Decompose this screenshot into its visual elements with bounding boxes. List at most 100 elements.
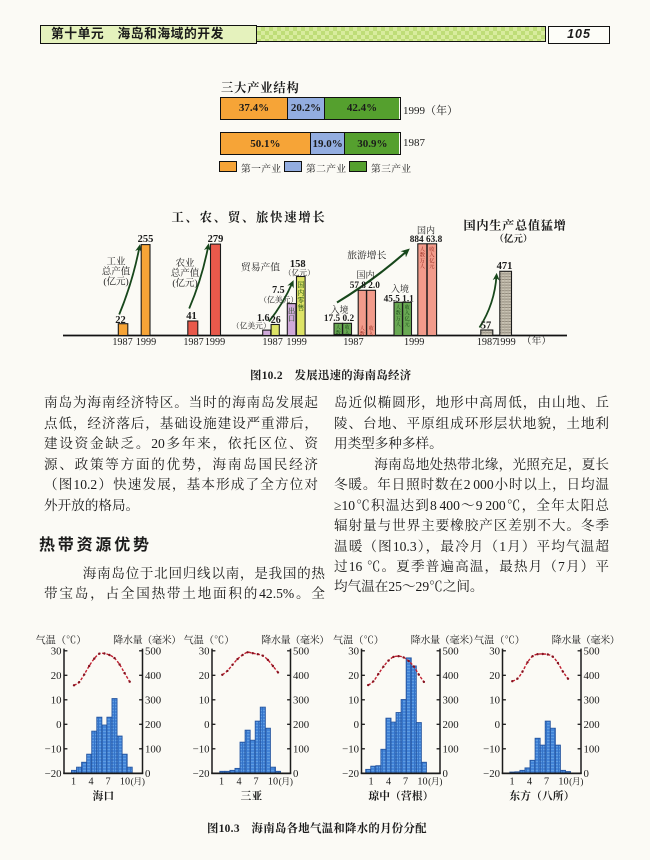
svg-text:1: 1 bbox=[71, 777, 76, 788]
svg-text:300: 300 bbox=[145, 695, 161, 707]
svg-text:158: 158 bbox=[290, 259, 306, 270]
svg-text:200: 200 bbox=[145, 719, 161, 731]
svg-text:4: 4 bbox=[236, 777, 241, 788]
svg-text:入: 入 bbox=[405, 310, 410, 317]
svg-text:1: 1 bbox=[219, 777, 224, 788]
svg-text:人: 人 bbox=[360, 325, 365, 332]
svg-text:总产值: 总产值 bbox=[102, 266, 131, 278]
svg-text:入: 入 bbox=[429, 251, 435, 259]
svg-text:400: 400 bbox=[584, 670, 600, 682]
svg-text:10: 10 bbox=[51, 695, 62, 707]
svg-text:琼中（营根）: 琼中（营根） bbox=[368, 789, 433, 802]
svg-text:30: 30 bbox=[51, 646, 62, 658]
svg-text:4: 4 bbox=[527, 777, 532, 788]
svg-text:10: 10 bbox=[120, 777, 130, 788]
svg-text:数: 数 bbox=[420, 251, 426, 259]
svg-text:海口: 海口 bbox=[93, 789, 115, 802]
svg-text:4: 4 bbox=[386, 777, 391, 788]
svg-text:300: 300 bbox=[584, 695, 600, 707]
svg-text:10: 10 bbox=[489, 695, 500, 707]
svg-text:7: 7 bbox=[403, 777, 408, 788]
svg-text:57: 57 bbox=[481, 320, 492, 331]
svg-text:人: 人 bbox=[396, 304, 401, 311]
svg-text:出: 出 bbox=[288, 306, 295, 315]
svg-text:10: 10 bbox=[348, 695, 359, 707]
svg-text:−10: −10 bbox=[342, 744, 359, 756]
svg-text:降水量（毫米）: 降水量（毫米） bbox=[113, 633, 181, 646]
svg-text:入: 入 bbox=[345, 330, 350, 337]
svg-text:100: 100 bbox=[584, 744, 600, 756]
svg-text:东方（八所）: 东方（八所） bbox=[509, 789, 574, 802]
svg-text:0: 0 bbox=[293, 768, 298, 780]
svg-text:万: 万 bbox=[420, 257, 425, 264]
svg-text:农业: 农业 bbox=[175, 257, 195, 269]
svg-text:471: 471 bbox=[497, 261, 513, 272]
svg-text:1987: 1987 bbox=[477, 337, 497, 348]
svg-text:500: 500 bbox=[443, 646, 459, 658]
svg-text:1999: 1999 bbox=[286, 337, 306, 348]
svg-text:−20: −20 bbox=[193, 768, 210, 780]
svg-text:人: 人 bbox=[420, 245, 425, 253]
svg-text:0: 0 bbox=[145, 768, 150, 780]
svg-text:国内: 国内 bbox=[417, 225, 435, 236]
svg-text:收: 收 bbox=[369, 325, 374, 332]
svg-text:0: 0 bbox=[443, 768, 448, 780]
svg-text:400: 400 bbox=[293, 670, 309, 682]
svg-text:17.5 0.2: 17.5 0.2 bbox=[324, 314, 355, 324]
svg-text:内: 内 bbox=[297, 288, 304, 297]
svg-text:200: 200 bbox=[293, 719, 309, 731]
svg-text:7: 7 bbox=[253, 777, 258, 788]
svg-text:7: 7 bbox=[544, 777, 549, 788]
svg-text:入: 入 bbox=[369, 331, 374, 338]
svg-text:300: 300 bbox=[293, 695, 309, 707]
svg-text:亿: 亿 bbox=[405, 315, 410, 322]
svg-text:500: 500 bbox=[145, 646, 161, 658]
svg-text:降水量（毫米）: 降水量（毫米） bbox=[261, 633, 329, 646]
svg-text:亿: 亿 bbox=[429, 256, 435, 264]
svg-text:(月): (月) bbox=[428, 777, 442, 787]
svg-text:10: 10 bbox=[417, 777, 427, 788]
svg-text:300: 300 bbox=[443, 695, 459, 707]
svg-text:入境: 入境 bbox=[330, 304, 348, 315]
svg-text:1999: 1999 bbox=[404, 337, 424, 348]
svg-text:1987: 1987 bbox=[343, 337, 363, 348]
svg-text:−10: −10 bbox=[45, 744, 62, 756]
svg-text:工、农、贸、旅快速增长: 工、农、贸、旅快速增长 bbox=[171, 210, 326, 225]
svg-text:30: 30 bbox=[489, 646, 500, 658]
svg-text:−10: −10 bbox=[193, 744, 210, 756]
svg-text:贸易产值: 贸易产值 bbox=[241, 261, 280, 274]
svg-text:1: 1 bbox=[369, 777, 374, 788]
svg-text:收: 收 bbox=[345, 324, 350, 331]
svg-text:（亿元）: （亿元） bbox=[494, 233, 532, 245]
svg-text:（亿元）: （亿元） bbox=[284, 267, 315, 277]
svg-text:100: 100 bbox=[145, 744, 161, 756]
svg-text:30: 30 bbox=[348, 646, 359, 658]
svg-text:零: 零 bbox=[297, 295, 304, 304]
svg-text:口: 口 bbox=[288, 315, 295, 323]
svg-text:1987: 1987 bbox=[262, 337, 282, 348]
svg-text:(月): (月) bbox=[279, 777, 293, 787]
svg-text:30: 30 bbox=[199, 646, 210, 658]
svg-text:45.5 1.1: 45.5 1.1 bbox=[384, 294, 415, 304]
svg-text:工业: 工业 bbox=[106, 256, 126, 268]
svg-text:数: 数 bbox=[336, 330, 341, 337]
svg-text:57.8 2.0: 57.8 2.0 bbox=[350, 281, 381, 291]
svg-text:降水量（毫米）: 降水量（毫米） bbox=[411, 633, 479, 646]
svg-text:数: 数 bbox=[360, 331, 365, 338]
svg-text:1987: 1987 bbox=[183, 337, 203, 348]
svg-text:降水量（毫米）: 降水量（毫米） bbox=[552, 633, 620, 646]
svg-text:−20: −20 bbox=[342, 768, 359, 780]
svg-text:三亚: 三亚 bbox=[241, 789, 263, 802]
svg-text:气温（℃）: 气温（℃） bbox=[333, 634, 384, 646]
svg-text:0: 0 bbox=[354, 719, 359, 731]
svg-text:国内: 国内 bbox=[356, 269, 374, 280]
svg-text:884 63.8: 884 63.8 bbox=[410, 235, 443, 245]
svg-text:7: 7 bbox=[105, 777, 110, 788]
svg-text:收: 收 bbox=[429, 245, 435, 253]
svg-text:0: 0 bbox=[584, 768, 589, 780]
svg-text:元: 元 bbox=[429, 263, 435, 270]
svg-text:0: 0 bbox=[495, 719, 500, 731]
svg-text:万: 万 bbox=[396, 316, 401, 322]
svg-text:−20: −20 bbox=[483, 768, 500, 780]
svg-text:人: 人 bbox=[420, 262, 425, 270]
